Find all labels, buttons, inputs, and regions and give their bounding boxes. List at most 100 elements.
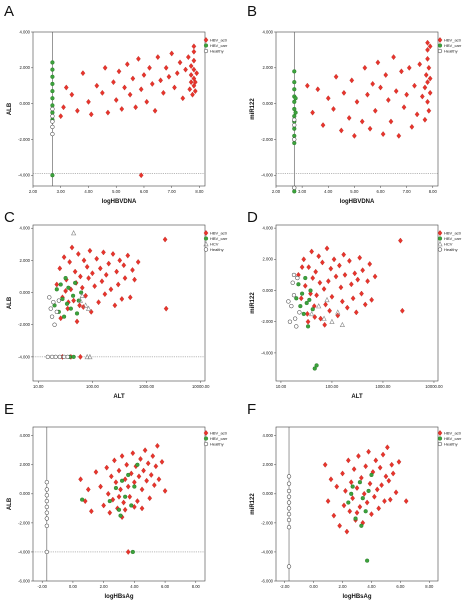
data-point [318, 315, 323, 322]
panel-letter: D [247, 209, 258, 226]
series-healthy [45, 295, 70, 360]
data-point [187, 86, 193, 93]
data-point [292, 69, 297, 74]
data-point [57, 265, 63, 272]
y-tick-label: -4.000 [261, 173, 274, 178]
data-point [83, 292, 88, 299]
data-point [355, 276, 361, 283]
y-tick-label: 2.000 [20, 258, 31, 263]
data-point [323, 301, 328, 308]
y-tick-label: 0.000 [20, 491, 31, 496]
data-point [292, 140, 297, 146]
data-point [292, 106, 297, 112]
data-point [147, 495, 153, 502]
series-hbv-carr [80, 462, 140, 555]
data-point [304, 300, 309, 306]
x-axis-label: logHBVDNA [340, 199, 375, 205]
data-point [363, 509, 368, 514]
data-point [367, 261, 373, 267]
legend-label: HBV_carr [210, 436, 228, 441]
x-tick-label: 10000.00 [192, 384, 210, 389]
data-point [65, 354, 70, 360]
y-tick-label: -4.000 [261, 350, 274, 355]
series-healthy [44, 480, 49, 555]
data-point [298, 304, 303, 309]
data-point [379, 482, 384, 489]
data-point [293, 316, 298, 321]
y-tick-label: 4.000 [20, 433, 31, 438]
data-point [51, 300, 56, 305]
data-point [341, 502, 347, 509]
data-point [367, 125, 373, 132]
panel-letter: B [247, 3, 257, 20]
series-hbv-carr [294, 275, 319, 371]
data-point [60, 296, 65, 302]
data-point [331, 106, 336, 112]
data-point [302, 282, 308, 289]
data-point [352, 132, 357, 139]
data-point [322, 321, 327, 328]
panel-c: C 10.00 100.00 1000.00 10000.00 -4.000 -2.000 0… [4, 209, 228, 400]
data-point [58, 315, 64, 322]
data-point [57, 354, 62, 360]
y-tick-label: 2.000 [263, 462, 274, 467]
data-point [44, 549, 49, 555]
data-point [76, 251, 81, 257]
data-point [344, 304, 350, 311]
series-hbv-acti [58, 43, 200, 179]
data-point [113, 485, 119, 491]
data-point [286, 564, 292, 569]
x-tick-label: 5.00 [350, 189, 359, 194]
data-point [390, 470, 396, 477]
data-point [335, 312, 341, 319]
data-point [386, 477, 392, 484]
data-point [54, 309, 59, 314]
data-point [326, 278, 331, 285]
data-point [77, 297, 83, 303]
x-axis-label: logHBsAg [343, 594, 372, 600]
data-point [78, 476, 83, 483]
y-tick-label: 0.000 [20, 290, 31, 295]
data-point [44, 498, 49, 504]
data-point [382, 498, 387, 504]
data-point [347, 257, 352, 264]
legend-marker [437, 37, 443, 43]
data-point [388, 118, 394, 125]
y-tick-label: 4.000 [263, 29, 274, 34]
x-tick-label: 6.00 [396, 584, 405, 589]
y-tick-label: -2.000 [261, 520, 274, 525]
data-point [305, 311, 310, 317]
data-point [158, 77, 163, 84]
data-point [50, 96, 55, 101]
data-point [353, 309, 359, 316]
data-point [62, 314, 67, 319]
legend-marker [203, 247, 209, 252]
x-tick-label: 4.00 [84, 189, 93, 194]
data-point [83, 302, 89, 308]
x-tick-label: 2.00 [29, 189, 38, 194]
legend-label: Healthy [210, 247, 224, 252]
data-point [286, 517, 292, 523]
data-point [286, 481, 292, 486]
data-point [422, 84, 428, 91]
data-point [194, 70, 200, 77]
data-point [322, 461, 328, 468]
data-point [75, 107, 80, 114]
data-point [74, 318, 80, 325]
data-point [183, 66, 188, 73]
data-point [292, 133, 297, 138]
y-tick-label: 2.000 [263, 65, 274, 70]
data-point [339, 321, 345, 328]
data-point [132, 484, 137, 489]
data-point [117, 257, 123, 264]
data-point [406, 64, 412, 71]
y-tick-label: -6.000 [261, 578, 274, 583]
series-hbv-carr [346, 472, 374, 563]
data-point [44, 493, 49, 498]
data-point [101, 249, 106, 256]
data-point [86, 98, 91, 105]
data-point [310, 275, 316, 281]
data-point [85, 486, 91, 493]
data-point [378, 84, 383, 91]
data-point [425, 47, 430, 53]
